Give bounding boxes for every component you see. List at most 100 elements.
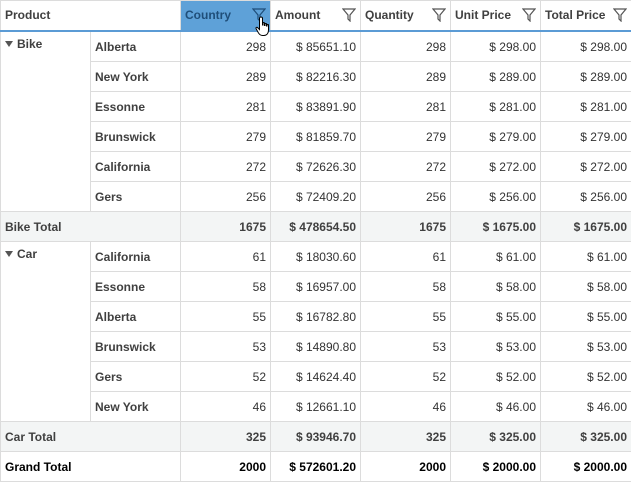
row-header-country[interactable]: Essonne	[91, 272, 181, 302]
subtotal-label[interactable]: Car Total	[1, 422, 181, 452]
cell-count: 325	[181, 422, 271, 452]
cell-amount: $ 83891.90	[271, 92, 361, 122]
cell-total-price: $ 53.00	[541, 332, 631, 362]
row-header-country[interactable]: Brunswick	[91, 332, 181, 362]
table-row: Alberta 55 $ 16782.80 55 $ 55.00 $ 55.00	[1, 302, 631, 332]
cell-amount: $ 16957.00	[271, 272, 361, 302]
cell-total-price: $ 272.00	[541, 152, 631, 182]
cell-total-price: $ 2000.00	[541, 452, 631, 482]
row-header-country[interactable]: Essonne	[91, 92, 181, 122]
cell-total-price: $ 281.00	[541, 92, 631, 122]
cell-quantity: 1675	[361, 212, 451, 242]
row-header-country[interactable]: Alberta	[91, 302, 181, 332]
column-header-product[interactable]: Product	[1, 1, 181, 32]
cell-count: 1675	[181, 212, 271, 242]
cell-count: 2000	[181, 452, 271, 482]
cell-total-price: $ 325.00	[541, 422, 631, 452]
subtotal-row: Bike Total 1675 $ 478654.50 1675 $ 1675.…	[1, 212, 631, 242]
table-row: New York 46 $ 12661.10 46 $ 46.00 $ 46.0…	[1, 392, 631, 422]
cell-unit-price: $ 281.00	[451, 92, 541, 122]
row-header-country[interactable]: California	[91, 242, 181, 272]
product-label: Car	[17, 247, 37, 261]
cell-amount: $ 85651.10	[271, 31, 361, 62]
cell-total-price: $ 256.00	[541, 182, 631, 212]
cell-amount: $ 14624.40	[271, 362, 361, 392]
row-header-country[interactable]: California	[91, 152, 181, 182]
row-header-product[interactable]: Bike	[1, 31, 91, 212]
table-row: Essonne 58 $ 16957.00 58 $ 58.00 $ 58.00	[1, 272, 631, 302]
cell-total-price: $ 58.00	[541, 272, 631, 302]
cell-total-price: $ 61.00	[541, 242, 631, 272]
cell-count: 61	[181, 242, 271, 272]
cell-count: 281	[181, 92, 271, 122]
column-header-label: Country	[185, 1, 231, 30]
cell-total-price: $ 1675.00	[541, 212, 631, 242]
cell-total-price: $ 46.00	[541, 392, 631, 422]
cell-count: 289	[181, 62, 271, 92]
cell-amount: $ 81859.70	[271, 122, 361, 152]
row-header-country[interactable]: Gers	[91, 362, 181, 392]
cell-unit-price: $ 58.00	[451, 272, 541, 302]
table-row: New York 289 $ 82216.30 289 $ 289.00 $ 2…	[1, 62, 631, 92]
cell-quantity: 256	[361, 182, 451, 212]
cell-quantity: 52	[361, 362, 451, 392]
cell-amount: $ 93946.70	[271, 422, 361, 452]
cell-amount: $ 12661.10	[271, 392, 361, 422]
column-header-quantity[interactable]: Quantity	[361, 1, 451, 32]
table-row: Gers 256 $ 72409.20 256 $ 256.00 $ 256.0…	[1, 182, 631, 212]
cell-amount: $ 478654.50	[271, 212, 361, 242]
table-row: Bike Alberta 298 $ 85651.10 298 $ 298.00…	[1, 31, 631, 62]
grand-total-label[interactable]: Grand Total	[1, 452, 181, 482]
cell-unit-price: $ 272.00	[451, 152, 541, 182]
cell-unit-price: $ 1675.00	[451, 212, 541, 242]
row-header-country[interactable]: New York	[91, 62, 181, 92]
cell-quantity: 46	[361, 392, 451, 422]
cell-quantity: 298	[361, 31, 451, 62]
product-label: Bike	[17, 37, 42, 51]
cell-amount: $ 572601.20	[271, 452, 361, 482]
cell-unit-price: $ 52.00	[451, 362, 541, 392]
row-header-country[interactable]: Gers	[91, 182, 181, 212]
table-row: Brunswick 53 $ 14890.80 53 $ 53.00 $ 53.…	[1, 332, 631, 362]
filter-icon[interactable]	[522, 8, 536, 22]
column-header-unit-price[interactable]: Unit Price	[451, 1, 541, 32]
cell-unit-price: $ 325.00	[451, 422, 541, 452]
filter-icon[interactable]	[432, 8, 446, 22]
filter-icon[interactable]	[342, 8, 356, 22]
cell-quantity: 61	[361, 242, 451, 272]
cell-quantity: 281	[361, 92, 451, 122]
cell-total-price: $ 279.00	[541, 122, 631, 152]
table-row: Essonne 281 $ 83891.90 281 $ 281.00 $ 28…	[1, 92, 631, 122]
column-header-label: Product	[5, 1, 50, 30]
column-header-label: Quantity	[365, 1, 414, 30]
column-header-total-price[interactable]: Total Price	[541, 1, 631, 32]
row-header-country[interactable]: Brunswick	[91, 122, 181, 152]
cell-quantity: 58	[361, 272, 451, 302]
filter-icon[interactable]	[613, 8, 627, 22]
cell-unit-price: $ 279.00	[451, 122, 541, 152]
row-header-country[interactable]: Alberta	[91, 31, 181, 62]
cell-count: 55	[181, 302, 271, 332]
cell-quantity: 289	[361, 62, 451, 92]
cell-amount: $ 16782.80	[271, 302, 361, 332]
row-header-product[interactable]: Car	[1, 242, 91, 422]
cell-amount: $ 72626.30	[271, 152, 361, 182]
cell-quantity: 279	[361, 122, 451, 152]
cell-count: 256	[181, 182, 271, 212]
row-header-country[interactable]: New York	[91, 392, 181, 422]
collapse-arrow-icon[interactable]	[5, 41, 13, 47]
subtotal-label[interactable]: Bike Total	[1, 212, 181, 242]
cell-quantity: 55	[361, 302, 451, 332]
cell-quantity: 272	[361, 152, 451, 182]
cell-amount: $ 72409.20	[271, 182, 361, 212]
subtotal-row: Car Total 325 $ 93946.70 325 $ 325.00 $ …	[1, 422, 631, 452]
cell-count: 53	[181, 332, 271, 362]
cell-quantity: 53	[361, 332, 451, 362]
collapse-arrow-icon[interactable]	[5, 251, 13, 257]
table-row: Brunswick 279 $ 81859.70 279 $ 279.00 $ …	[1, 122, 631, 152]
table-row: Car California 61 $ 18030.60 61 $ 61.00 …	[1, 242, 631, 272]
cell-amount: $ 18030.60	[271, 242, 361, 272]
column-header-amount[interactable]: Amount	[271, 1, 361, 32]
cell-count: 58	[181, 272, 271, 302]
